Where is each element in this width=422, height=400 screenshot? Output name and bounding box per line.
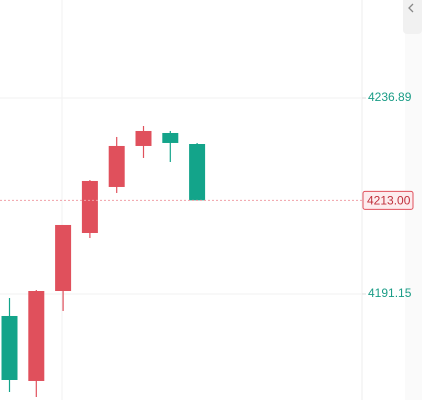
chevron-icon[interactable]	[408, 3, 414, 13]
candle-body	[55, 224, 72, 292]
last-price-box	[362, 190, 414, 210]
candle-body	[108, 145, 125, 187]
candle-body	[1, 315, 18, 380]
candle-body	[189, 144, 206, 201]
last-price-label: 4213.00	[367, 194, 411, 208]
candle-body	[81, 180, 98, 233]
y-tick-label: 4191.15	[368, 286, 412, 300]
candle-body	[28, 291, 45, 381]
candle-body	[135, 130, 152, 146]
collapse-tab[interactable]	[403, 0, 422, 34]
y-tick-label: 4236.89	[368, 90, 412, 104]
candle-body	[162, 132, 179, 143]
